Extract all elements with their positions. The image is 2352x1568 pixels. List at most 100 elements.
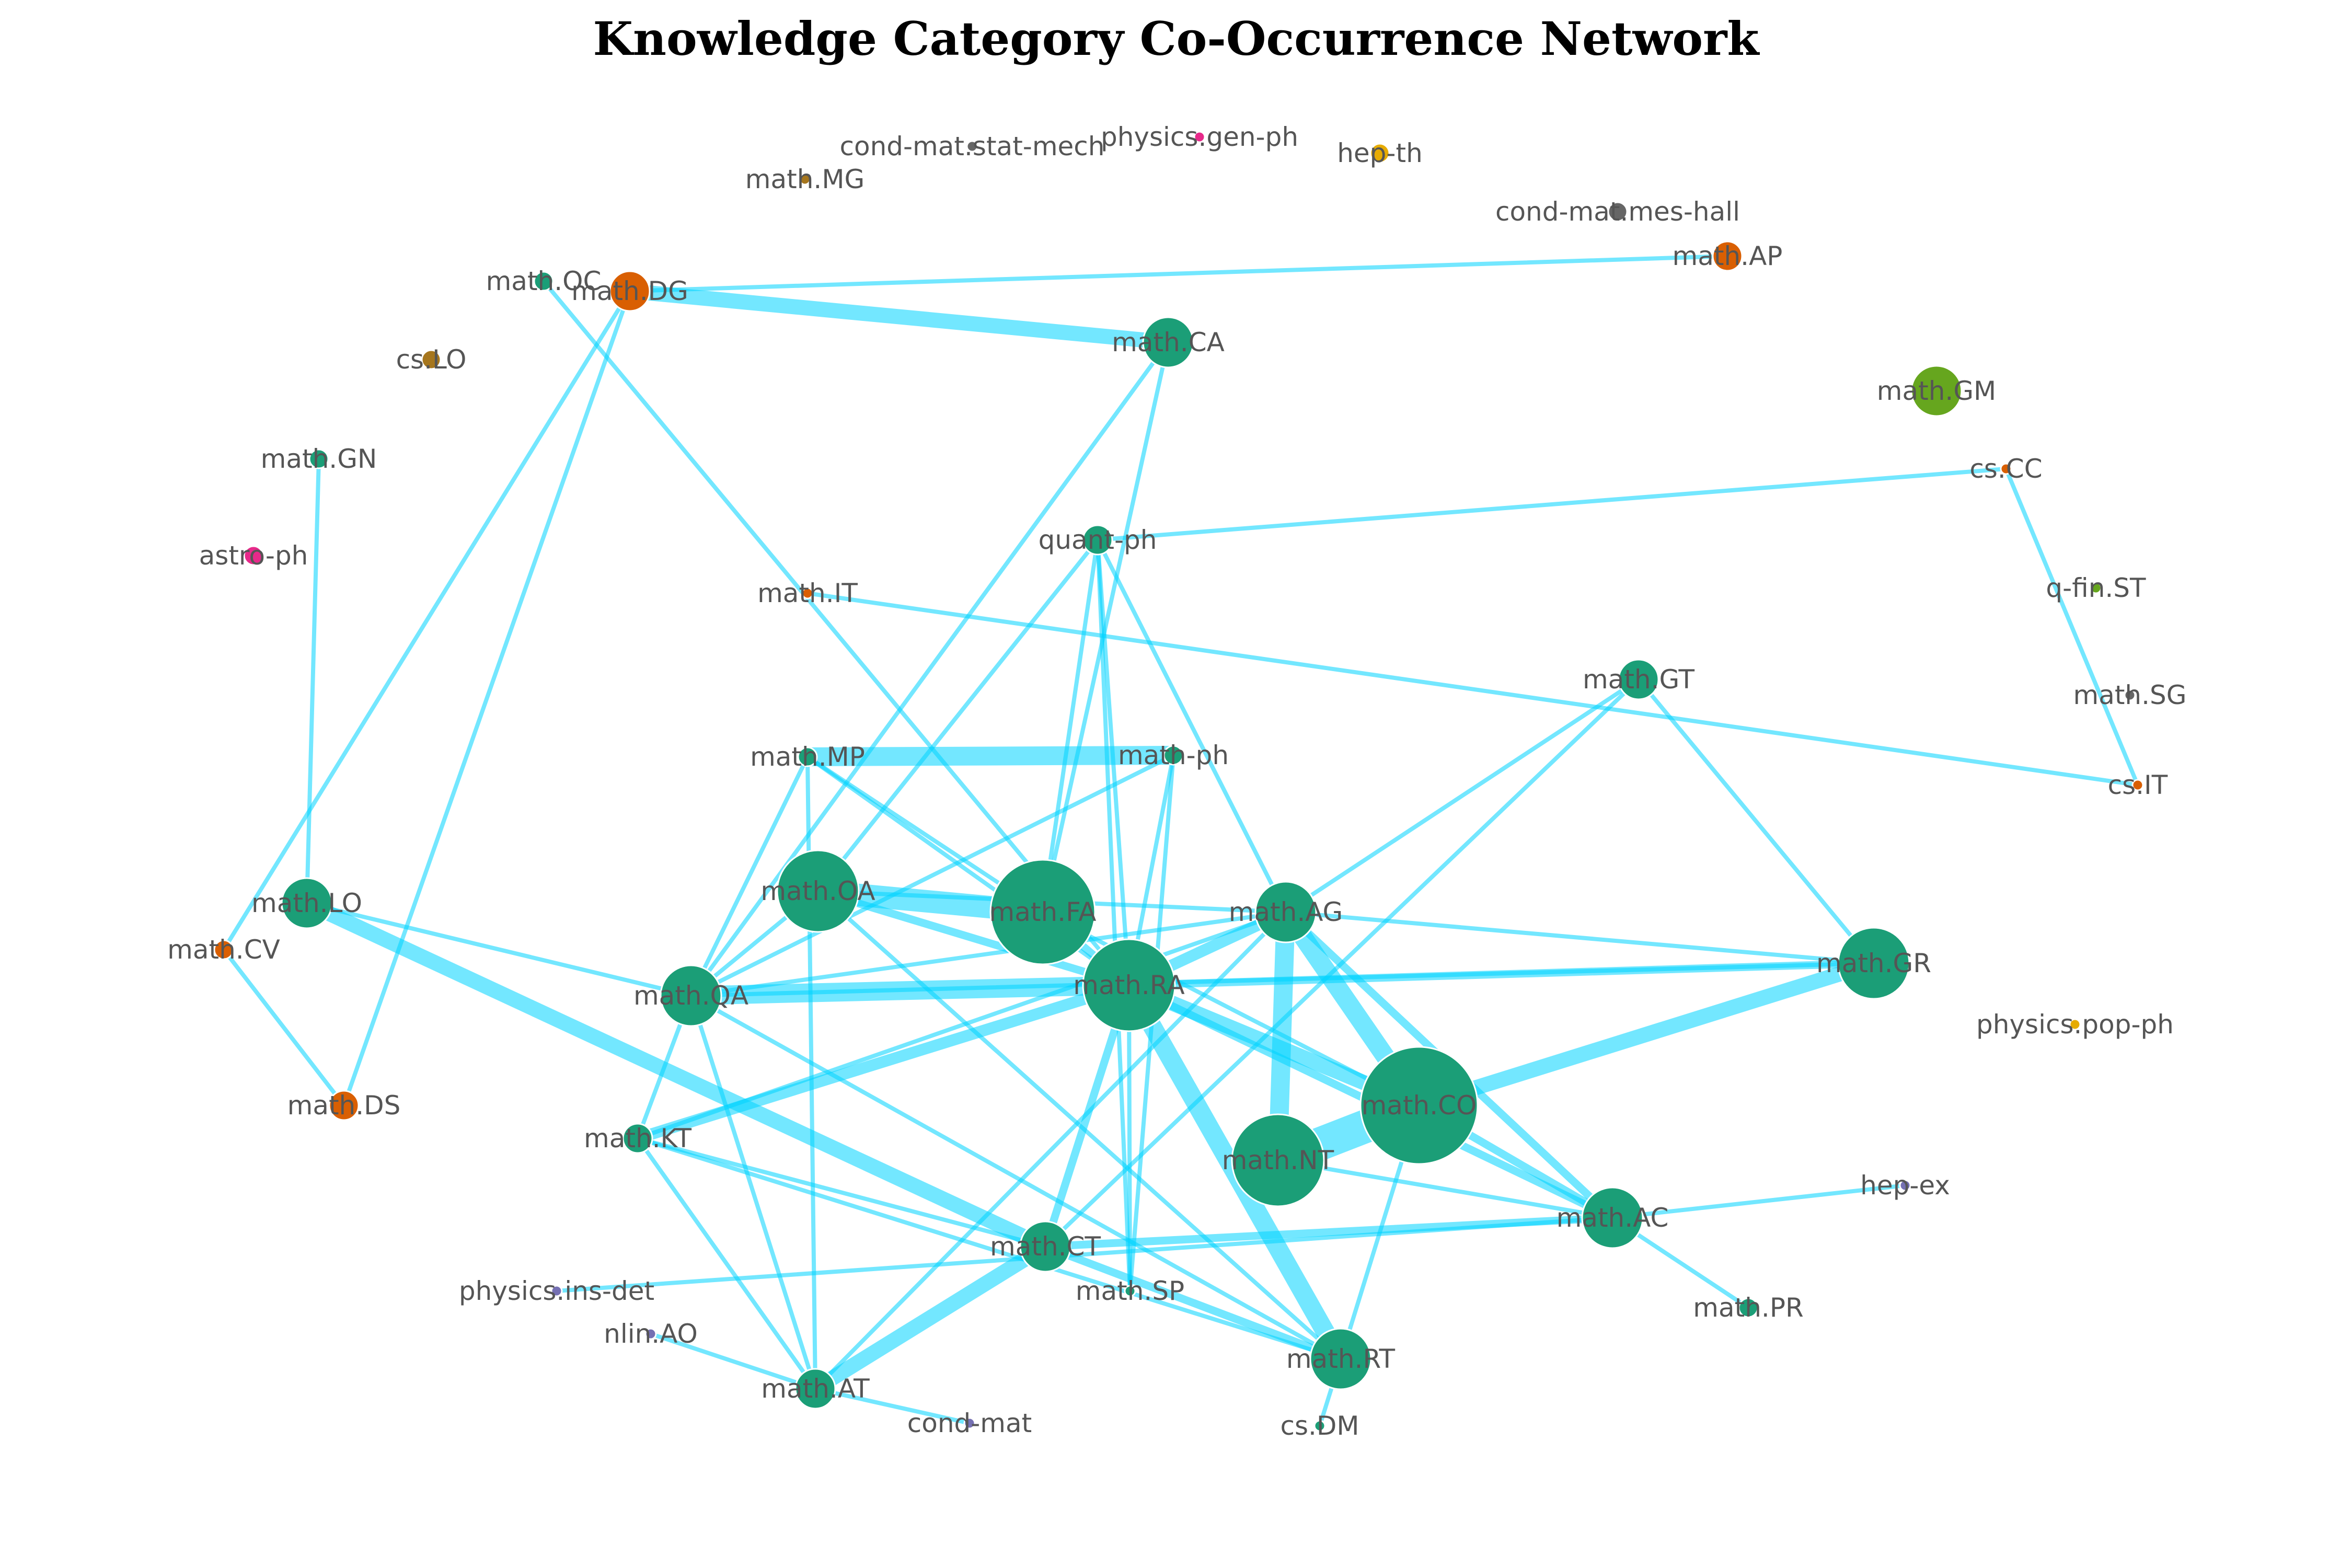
node-label-cs-it: cs.IT bbox=[2108, 770, 2168, 800]
node-math-at: math.AT bbox=[761, 1368, 870, 1410]
node-marker-math-kt bbox=[622, 1123, 653, 1154]
node-math-kt: math.KT bbox=[584, 1123, 691, 1154]
node-math-ap: math.AP bbox=[1673, 240, 1782, 272]
node-math-ac: math.AC bbox=[1557, 1186, 1668, 1249]
node-label-math-nt: math.NT bbox=[1222, 1145, 1334, 1175]
edge-math-lo-math-qa bbox=[305, 901, 693, 998]
edge-math-ra-math-kt bbox=[632, 979, 1135, 1144]
node-marker-nlin-ao bbox=[644, 1328, 657, 1340]
node-marker-math-gr bbox=[1837, 927, 1910, 1000]
node-label-math-dg: math.DG bbox=[571, 276, 688, 306]
node-marker-cond-mat-stat-mech bbox=[966, 140, 978, 153]
node-marker-cs-cc bbox=[2000, 463, 2012, 475]
node-label-cs-dm: cs.DM bbox=[1280, 1411, 1359, 1441]
node-marker-math-qa bbox=[660, 964, 722, 1027]
node-marker-math-mg bbox=[799, 173, 811, 186]
node-label-math-mg: math.MG bbox=[745, 164, 864, 194]
edge-math-ca-math-qa bbox=[689, 340, 1170, 998]
node-marker-math-ca bbox=[1142, 316, 1194, 368]
edge-math-ct-math-rt bbox=[1041, 1242, 1345, 1363]
node-physics-pop-ph: physics.pop-ph bbox=[1976, 1009, 2174, 1040]
node-marker-cs-lo bbox=[421, 349, 442, 370]
node-marker-math-ra bbox=[1082, 938, 1176, 1032]
node-label-math-sg: math.SG bbox=[2073, 680, 2186, 710]
node-marker-math-oa bbox=[776, 849, 860, 933]
node-math-rt: math.RT bbox=[1286, 1328, 1396, 1390]
node-marker-math-ap bbox=[1712, 240, 1743, 272]
edge-math-mp-math-qa bbox=[689, 755, 810, 998]
edge-math-it-cs-it bbox=[805, 591, 2140, 787]
node-astro-ph: astro-ph bbox=[199, 540, 308, 571]
edge-math-ag-math-gr bbox=[1284, 910, 1876, 965]
node-marker-math-co bbox=[1359, 1046, 1479, 1165]
node-marker-math-at bbox=[794, 1368, 836, 1410]
node-label-math-lo: math.LO bbox=[251, 888, 362, 918]
node-marker-math-dg bbox=[609, 270, 651, 312]
node-math-fa: math.FA bbox=[989, 859, 1097, 965]
node-label-cond-mat-mes-hall: cond-mat.mes-hall bbox=[1495, 197, 1740, 227]
node-marker-math-ds bbox=[328, 1090, 360, 1121]
edge-math-mp-math-ph bbox=[798, 746, 1183, 766]
node-marker-quant-ph bbox=[1082, 524, 1113, 556]
node-marker-astro-ph bbox=[243, 545, 264, 566]
node-math-mg: math.MG bbox=[745, 164, 864, 194]
node-label-nlin-ao: nlin.AO bbox=[604, 1319, 698, 1349]
node-marker-cond-mat bbox=[963, 1417, 976, 1429]
node-label-math-pr: math.PR bbox=[1693, 1293, 1803, 1323]
node-label-math-gn: math.GN bbox=[261, 444, 377, 474]
node-label-math-fa: math.FA bbox=[989, 897, 1097, 927]
node-math-ph: math-ph bbox=[1118, 740, 1229, 770]
edge-math-gr-math-co bbox=[1411, 955, 1882, 1113]
node-marker-math-lo bbox=[281, 877, 333, 929]
node-label-cond-mat-stat-mech: cond-mat.stat-mech bbox=[840, 131, 1105, 162]
node-cs-dm: cs.DM bbox=[1280, 1411, 1359, 1441]
edge-math-lo-math-ct bbox=[299, 895, 1053, 1254]
node-label-math-at: math.AT bbox=[761, 1374, 870, 1404]
node-math-nt: math.NT bbox=[1222, 1113, 1334, 1207]
edge-quant-ph-math-fa bbox=[1041, 538, 1100, 914]
edge-math-nt-math-ac bbox=[1276, 1158, 1615, 1220]
node-marker-math-ac bbox=[1581, 1186, 1644, 1249]
edge-math-kt-math-rt bbox=[636, 1136, 1343, 1361]
edge-math-oa-math-ra bbox=[814, 887, 1133, 989]
node-marker-math-sg bbox=[2124, 689, 2136, 701]
node-physics-gen-ph: physics.gen-ph bbox=[1101, 122, 1298, 152]
node-marker-physics-pop-ph bbox=[2069, 1018, 2081, 1031]
node-label-math-oc: math.OC bbox=[486, 266, 602, 296]
node-label-math-gm: math.GM bbox=[1877, 376, 1996, 406]
node-marker-cond-mat-mes-hall bbox=[1607, 201, 1628, 222]
node-math-ca: math.CA bbox=[1112, 316, 1225, 368]
node-math-qa: math.QA bbox=[633, 964, 748, 1027]
edge-math-cv-math-ds bbox=[222, 948, 346, 1108]
node-math-gm: math.GM bbox=[1877, 365, 1996, 417]
edge-cs-cc-cs-it bbox=[2004, 467, 2140, 787]
node-label-quant-ph: quant-ph bbox=[1039, 525, 1157, 555]
edge-math-dg-math-cv bbox=[222, 289, 632, 952]
node-label-math-cv: math.CV bbox=[167, 935, 280, 965]
node-label-hep-ex: hep-ex bbox=[1860, 1170, 1950, 1201]
node-label-math-rt: math.RT bbox=[1286, 1344, 1396, 1374]
edge-quant-ph-math-ag bbox=[1096, 538, 1288, 914]
node-math-oc: math.OC bbox=[486, 266, 602, 296]
node-marker-math-gm bbox=[1910, 365, 1963, 417]
edge-math-ac-physics-ins-det bbox=[555, 1216, 1615, 1293]
edge-math-dg-math-ds bbox=[342, 289, 632, 1108]
node-label-cs-lo: cs.LO bbox=[396, 344, 467, 375]
node-math-sp: math.SP bbox=[1076, 1276, 1184, 1306]
edge-math-kt-math-ct bbox=[636, 1136, 1047, 1249]
edge-math-ag-math-kt bbox=[636, 910, 1288, 1140]
node-label-physics-ins-det: physics.ins-det bbox=[459, 1276, 654, 1306]
node-label-math-gt: math.GT bbox=[1583, 664, 1694, 695]
node-marker-math-gt bbox=[1618, 659, 1659, 700]
edge-layer bbox=[222, 254, 2140, 1428]
node-label-physics-pop-ph: physics.pop-ph bbox=[1976, 1009, 2174, 1040]
edge-math-gt-math-ct bbox=[1043, 677, 1641, 1249]
edge-math-qa-math-ag bbox=[689, 910, 1288, 998]
node-label-math-qa: math.QA bbox=[633, 981, 748, 1011]
node-marker-math-mp bbox=[797, 746, 818, 767]
node-quant-ph: quant-ph bbox=[1039, 524, 1157, 556]
node-nlin-ao: nlin.AO bbox=[604, 1319, 698, 1349]
node-label-math-it: math.IT bbox=[757, 578, 858, 608]
node-marker-math-ag bbox=[1254, 881, 1317, 943]
